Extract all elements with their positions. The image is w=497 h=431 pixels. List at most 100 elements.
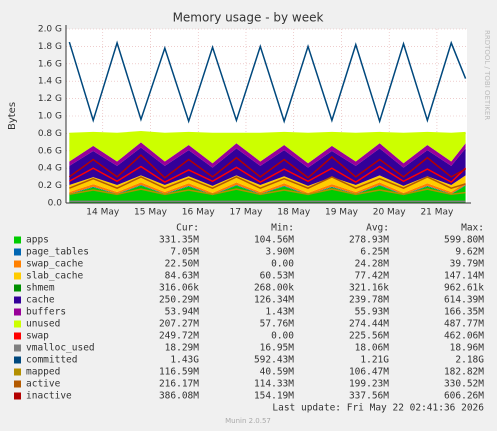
stat-value: 0.00: [271, 331, 294, 342]
legend-label: inactive: [26, 391, 72, 402]
stat-value: 3.90M: [265, 247, 294, 258]
x-tick-label: 17 May: [230, 208, 264, 218]
area: [69, 147, 466, 186]
legend-label: mapped: [26, 367, 60, 378]
stat-value: 7.05M: [170, 247, 199, 258]
stat-value: 147.14M: [444, 271, 484, 282]
stat-value: 606.26M: [444, 391, 484, 402]
stat-value: 114.33M: [254, 379, 294, 390]
y-tick-label: 1.6 G: [38, 59, 62, 69]
stat-value: 22.50M: [165, 259, 200, 270]
stat-value: 614.39M: [444, 295, 484, 306]
stat-value: 1.21G: [360, 355, 389, 366]
area: [69, 184, 466, 196]
stat-header: Avg:: [366, 223, 389, 234]
legend-label: apps: [26, 235, 49, 246]
legend-label: buffers: [26, 307, 66, 318]
stat-value: 199.23M: [349, 379, 389, 390]
legend-label: swap_cache: [26, 259, 83, 270]
stat-value: 239.78M: [349, 295, 389, 306]
stat-value: 6.25M: [360, 247, 389, 258]
stat-header: Cur:: [176, 223, 199, 234]
stat-value: 1.43M: [265, 307, 294, 318]
legend-swatch: [14, 284, 21, 292]
legend-swatch: [14, 380, 21, 388]
stat-value: 462.06M: [444, 331, 484, 342]
legend-swatch: [14, 368, 21, 376]
stat-value: 116.59M: [159, 367, 199, 378]
stat-value: 337.56M: [349, 391, 389, 402]
stat-header: Max:: [461, 223, 484, 234]
legend-swatch: [14, 344, 21, 352]
chart-title: Memory usage - by week: [173, 11, 324, 25]
stat-value: 57.76M: [260, 319, 295, 330]
x-tick-label: 21 May: [420, 208, 454, 218]
y-tick-label: 1.0 G: [38, 112, 62, 122]
stat-value: 126.34M: [254, 295, 294, 306]
y-tick-label: 0.6 G: [38, 146, 62, 156]
stat-value: 18.96M: [450, 343, 485, 354]
legend-swatch: [14, 296, 21, 304]
stat-value: 249.72M: [159, 331, 199, 342]
stat-value: 274.44M: [349, 319, 389, 330]
legend-swatch: [14, 320, 21, 328]
stat-header: Min:: [271, 223, 294, 234]
stat-value: 55.93M: [355, 307, 390, 318]
y-tick-label: 0.0: [48, 199, 63, 209]
legend-label: swap: [26, 331, 49, 342]
x-tick-label: 15 May: [134, 208, 168, 218]
y-tick-label: 1.8 G: [38, 42, 62, 52]
stat-value: 104.56M: [254, 235, 294, 246]
area: [69, 131, 466, 164]
legend-label: active: [26, 379, 61, 390]
stat-value: 84.63M: [165, 271, 200, 282]
legend-label: committed: [26, 355, 77, 366]
stat-value: 216.17M: [159, 379, 199, 390]
stat-value: 18.29M: [165, 343, 200, 354]
area: [69, 175, 466, 193]
y-tick-label: 0.2 G: [38, 181, 62, 191]
stat-value: 592.43M: [254, 355, 294, 366]
stat-value: 16.95M: [260, 343, 295, 354]
stat-value: 40.59M: [260, 367, 295, 378]
legend-swatch: [14, 260, 21, 268]
legend-label: cache: [26, 295, 55, 306]
area: [69, 182, 466, 195]
line: [69, 188, 466, 196]
stat-value: 331.35M: [159, 235, 199, 246]
stat-value: 316.06k: [159, 283, 199, 294]
legend-label: unused: [26, 319, 60, 330]
stat-value: 9.62M: [455, 247, 484, 258]
stat-value: 0.00: [271, 259, 294, 270]
stat-value: 2.18G: [455, 355, 484, 366]
legend-label: shmem: [26, 283, 55, 294]
y-tick-label: 0.4 G: [38, 164, 62, 174]
stat-value: 182.82M: [444, 367, 484, 378]
stat-value: 321.16k: [349, 283, 389, 294]
legend-label: vmalloc_used: [26, 343, 95, 354]
x-tick-label: 19 May: [325, 208, 359, 218]
watermark: RRDTOOL / TOBI OETIKER: [483, 30, 491, 120]
y-tick-label: 2.0 G: [38, 25, 62, 35]
legend-swatch: [14, 272, 21, 280]
stat-value: 250.29M: [159, 295, 199, 306]
stat-value: 166.35M: [444, 307, 484, 318]
legend-swatch: [14, 236, 21, 244]
stat-value: 962.61k: [444, 283, 484, 294]
stat-value: 53.94M: [165, 307, 200, 318]
stat-value: 18.06M: [355, 343, 390, 354]
area: [69, 185, 466, 203]
x-tick-label: 16 May: [182, 208, 216, 218]
stat-value: 154.19M: [254, 391, 294, 402]
stat-value: 24.28M: [355, 259, 390, 270]
stat-value: 278.93M: [349, 235, 389, 246]
legend-label: slab_cache: [26, 271, 83, 282]
x-tick-label: 18 May: [277, 208, 311, 218]
stat-value: 599.80M: [444, 235, 484, 246]
stat-value: 330.52M: [444, 379, 484, 390]
stat-value: 487.77M: [444, 319, 484, 330]
legend-swatch: [14, 308, 21, 316]
y-tick-label: 1.2 G: [38, 94, 62, 104]
footer: Munin 2.0.57: [225, 417, 271, 425]
